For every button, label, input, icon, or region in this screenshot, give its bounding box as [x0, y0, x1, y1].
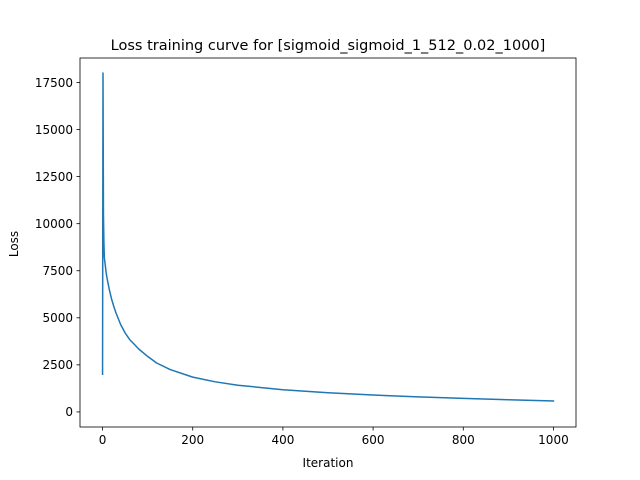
y-tick-label-17500: 17500 [35, 76, 73, 90]
y-tick-label-2500: 2500 [42, 358, 73, 372]
x-tick-label-800: 800 [452, 433, 475, 447]
series-line-0 [101, 72, 555, 402]
y-tick-label-15000: 15000 [35, 123, 73, 137]
y-tick-label-0: 0 [65, 405, 73, 419]
y-tick-label-7500: 7500 [42, 264, 73, 278]
x-axis-label: Iteration [303, 456, 354, 470]
chart-title: Loss training curve for [sigmoid_sigmoid… [111, 38, 546, 54]
y-tick-label-12500: 12500 [35, 170, 73, 184]
x-tick-label-600: 600 [362, 433, 385, 447]
plot-area: 0 200 400 600 800 100002500500075001000012500… [35, 57, 577, 447]
x-tick-label-400: 400 [271, 433, 294, 447]
y-tick-label-5000: 5000 [42, 311, 73, 325]
axes-frame [79, 57, 577, 428]
y-axis-label: Loss [7, 231, 21, 257]
y-tick-label-10000: 10000 [35, 217, 73, 231]
x-tick-label-0: 0 [99, 433, 107, 447]
x-tick-label-1000: 1000 [538, 433, 569, 447]
x-tick-label-200: 200 [181, 433, 204, 447]
